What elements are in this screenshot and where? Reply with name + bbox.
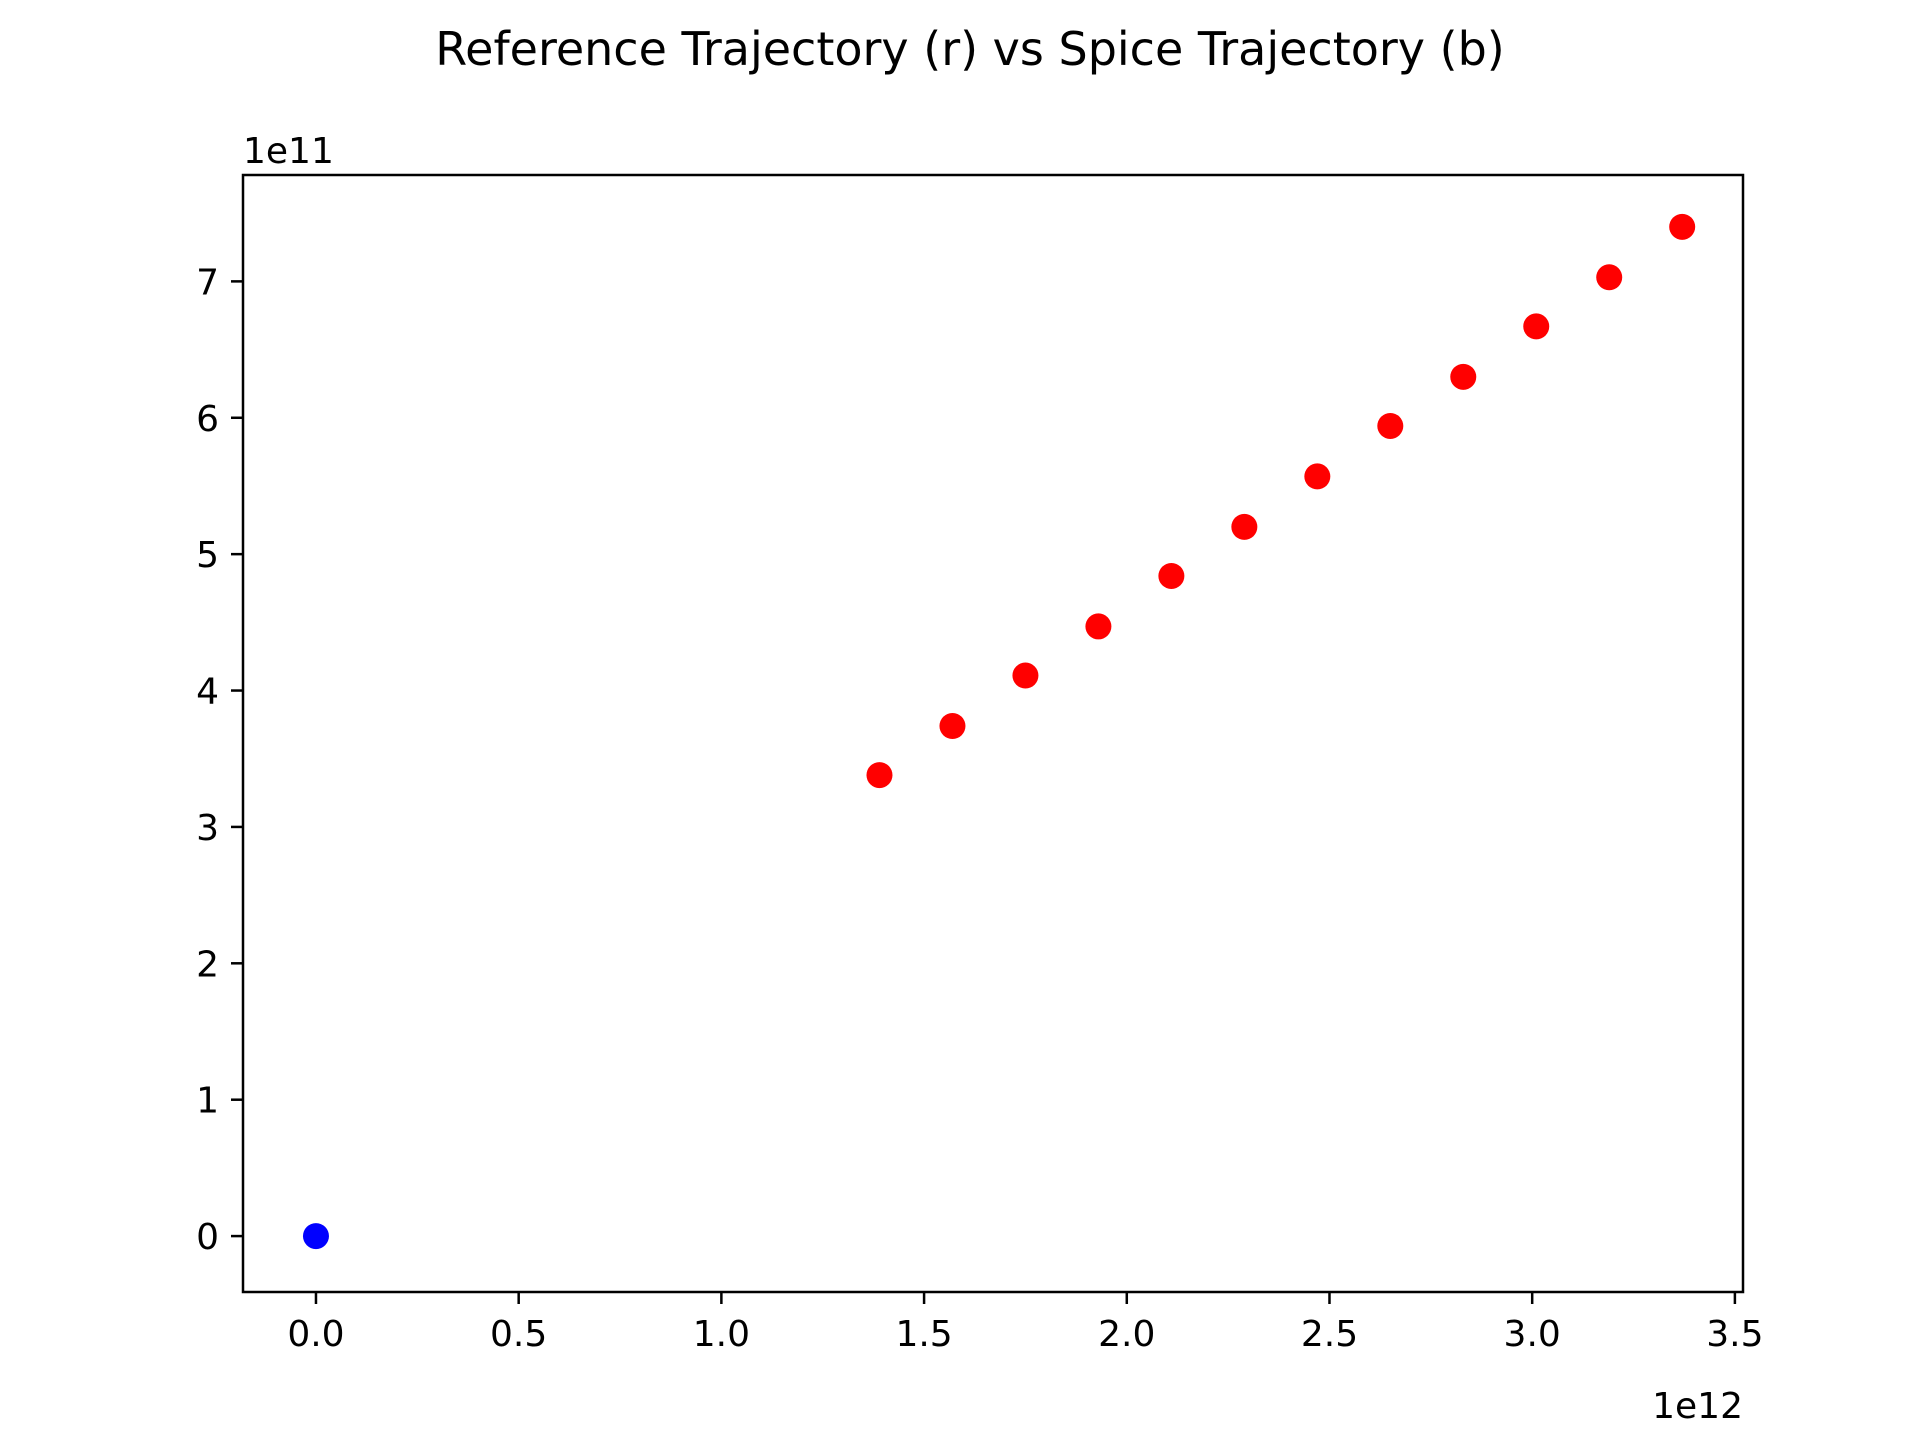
y-tick-label: 7 — [196, 262, 219, 303]
x-tick-label: 3.0 — [1504, 1314, 1561, 1355]
reference-trajectory-point — [1523, 313, 1550, 340]
reference-trajectory-point — [1669, 213, 1696, 240]
reference-trajectory-point — [1085, 613, 1112, 640]
x-tick-label: 2.5 — [1301, 1314, 1358, 1355]
x-tick-label: 0.5 — [490, 1314, 547, 1355]
x-tick-label: 3.5 — [1706, 1314, 1763, 1355]
reference-trajectory-point — [1231, 513, 1258, 540]
y-tick-label: 3 — [196, 808, 219, 849]
reference-trajectory-point — [1158, 562, 1185, 589]
y-tick-label: 4 — [196, 672, 219, 713]
data-points — [302, 213, 1696, 1250]
spice-trajectory-point — [302, 1223, 329, 1250]
reference-trajectory-point — [866, 762, 893, 789]
x-axis-offset-text: 1e12 — [1652, 1386, 1743, 1427]
y-tick-label: 0 — [196, 1217, 219, 1258]
reference-trajectory-point — [1377, 412, 1404, 439]
x-axis: 0.0 0.5 1.0 1.5 2.0 2.5 3.0 3.5 — [287, 1292, 1764, 1355]
y-tick-label: 1 — [196, 1081, 219, 1122]
x-tick-label: 1.0 — [693, 1314, 750, 1355]
y-axis: 0 1 2 3 4 5 6 7 — [196, 262, 243, 1258]
reference-trajectory-point — [1012, 662, 1039, 689]
reference-trajectory-point — [1596, 264, 1623, 291]
x-tick-label: 2.0 — [1098, 1314, 1155, 1355]
chart-title: Reference Trajectory (r) vs Spice Trajec… — [435, 22, 1504, 76]
plot-frame — [241, 173, 1745, 1294]
y-tick-label: 6 — [196, 399, 219, 440]
y-tick-label: 5 — [196, 535, 219, 576]
y-axis-offset-text: 1e11 — [243, 131, 334, 172]
reference-trajectory-point — [1304, 463, 1331, 490]
reference-trajectory-point — [1450, 363, 1477, 390]
plot-area: 0.0 0.5 1.0 1.5 2.0 2.5 3.0 3.5 0 1 2 3 4 5 6 7 — [196, 173, 1764, 1355]
x-tick-label: 1.5 — [895, 1314, 952, 1355]
x-tick-label: 0.0 — [287, 1314, 344, 1355]
reference-trajectory-point — [939, 712, 966, 739]
y-tick-label: 2 — [196, 944, 219, 985]
